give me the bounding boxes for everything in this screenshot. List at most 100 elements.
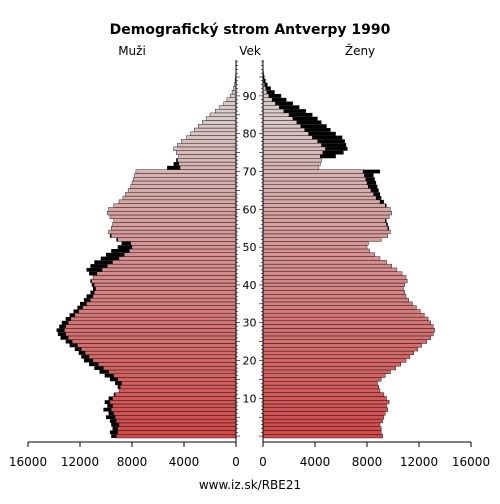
male-bar-age-29 <box>66 325 236 329</box>
male-bar-age-43 <box>97 272 236 276</box>
male-bar-age-40 <box>94 283 236 287</box>
male-bar-age-22 <box>85 351 236 355</box>
female-bar-age-52 <box>263 238 381 242</box>
male-bar-age-34 <box>83 306 236 310</box>
female-bar-age-33 <box>263 309 420 313</box>
female-bar-age-51 <box>263 241 368 245</box>
age-tick-label: 30 <box>243 317 257 330</box>
female-bar-age-53 <box>263 234 388 238</box>
male-bar-age-82 <box>198 124 236 128</box>
female-bar-age-89 <box>263 98 272 102</box>
age-tick-label: 10 <box>243 392 257 405</box>
male-excess-age-51 <box>122 241 131 245</box>
female-bar-age-18 <box>263 366 396 370</box>
male-bar-age-7 <box>111 408 236 412</box>
male-excess-age-13 <box>118 385 121 389</box>
female-bar-age-55 <box>263 226 388 230</box>
male-bar-age-90 <box>230 94 236 98</box>
female-excess-age-79 <box>312 136 342 140</box>
female-bar-age-60 <box>263 207 390 211</box>
male-bar-age-38 <box>94 291 236 295</box>
female-excess-age-78 <box>318 139 345 143</box>
male-bar-age-37 <box>93 294 236 298</box>
left-label: Muži <box>118 44 146 58</box>
male-excess-age-26 <box>61 336 69 340</box>
male-bar-age-61 <box>114 204 236 208</box>
female-bar-age-82 <box>263 124 301 128</box>
female-bar-age-34 <box>263 306 416 310</box>
male-bar-age-14 <box>122 381 236 385</box>
male-excess-age-9 <box>105 400 110 404</box>
female-bar-age-26 <box>263 336 431 340</box>
female-excess-age-61 <box>385 204 386 208</box>
male-excess-age-45 <box>90 264 107 268</box>
male-excess-age-20 <box>84 359 93 363</box>
female-bar-age-1 <box>263 430 381 434</box>
age-tick-label: 20 <box>243 355 257 368</box>
female-bar-age-66 <box>263 185 368 189</box>
female-bar-age-5 <box>263 415 384 419</box>
male-bar-age-75 <box>176 151 236 155</box>
male-bar-age-33 <box>79 309 236 313</box>
female-bar-age-31 <box>263 317 428 321</box>
male-excess-age-37 <box>87 294 94 298</box>
male-excess-age-52 <box>116 238 117 242</box>
male-bar-age-23 <box>81 347 236 351</box>
male-bar-age-81 <box>194 128 236 132</box>
male-bar-age-35 <box>87 302 237 306</box>
female-bar-age-46 <box>263 260 387 264</box>
male-bar-age-3 <box>119 423 236 427</box>
female-bar-age-32 <box>263 313 424 317</box>
female-excess-age-88 <box>275 102 293 106</box>
female-bar-age-2 <box>263 427 381 431</box>
female-bar-age-36 <box>263 298 409 302</box>
female-excess-age-81 <box>305 128 331 132</box>
male-bar-age-77 <box>178 143 237 147</box>
right-label: Ženy <box>345 43 375 58</box>
male-excess-age-18 <box>94 366 103 370</box>
male-bar-age-76 <box>174 147 236 151</box>
female-bar-age-13 <box>263 385 379 389</box>
female-excess-age-83 <box>297 120 322 124</box>
age-tick-label: 80 <box>243 128 257 141</box>
female-bar-age-22 <box>263 351 414 355</box>
male-bar-age-0 <box>116 434 236 438</box>
female-excess-age-69 <box>364 173 373 177</box>
female-bar-age-77 <box>263 143 322 147</box>
female-bar-age-29 <box>263 325 433 329</box>
male-excess-age-5 <box>106 415 115 419</box>
male-excess-age-1 <box>110 430 118 434</box>
female-bar-age-41 <box>263 279 407 283</box>
female-excess-age-76 <box>325 147 347 151</box>
male-excess-age-17 <box>100 370 109 374</box>
male-bar-age-13 <box>120 385 236 389</box>
female-bar-age-17 <box>263 370 390 374</box>
female-bar-age-67 <box>263 181 367 185</box>
x-tick-label-right: 0 <box>259 455 267 469</box>
male-bar-age-57 <box>114 219 236 223</box>
female-excess-age-95 <box>264 75 265 79</box>
female-excess-age-65 <box>371 189 379 193</box>
male-bar-age-32 <box>75 313 236 317</box>
male-excess-age-39 <box>93 287 96 291</box>
x-tick-label-right: 4000 <box>300 455 331 469</box>
male-bar-age-87 <box>220 105 236 109</box>
male-bar-age-55 <box>111 226 236 230</box>
male-bar-age-50 <box>132 245 236 249</box>
female-excess-age-68 <box>366 177 375 181</box>
x-tick-label-left: 4000 <box>169 455 200 469</box>
male-bar-age-54 <box>109 230 236 234</box>
male-bar-age-68 <box>133 177 236 181</box>
female-excess-age-85 <box>289 113 312 117</box>
male-excess-age-6 <box>109 412 114 416</box>
female-excess-age-67 <box>367 181 376 185</box>
male-excess-age-24 <box>70 344 78 348</box>
male-excess-age-40 <box>92 283 95 287</box>
male-bar-age-53 <box>111 234 236 238</box>
male-bar-age-19 <box>98 362 236 366</box>
female-bar-age-35 <box>263 302 413 306</box>
male-bar-age-26 <box>68 336 236 340</box>
age-tick-label: 90 <box>243 90 257 103</box>
